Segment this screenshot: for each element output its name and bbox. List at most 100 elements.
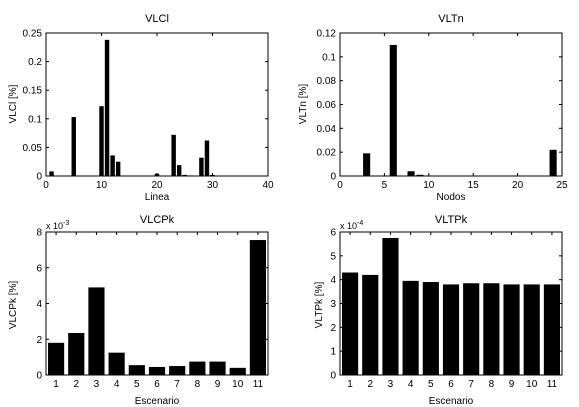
panel-vltpk: VLTPk Escenario VLTPk [%] x 10-4 0123456…: [314, 214, 563, 407]
y-tick-label: 6: [330, 228, 336, 239]
x-tick-label: 11: [253, 379, 264, 390]
x-tick-label: 6: [448, 379, 454, 390]
bar: [229, 367, 246, 375]
bar: [99, 106, 104, 176]
x-tick-label: 0: [43, 180, 49, 191]
x-tick-label: 40: [262, 180, 274, 191]
y-tick-label: 0.08: [317, 76, 337, 87]
bars: [363, 44, 557, 176]
y-axis-label: VLCl [%]: [8, 84, 19, 123]
x-tick-label: 11: [547, 379, 558, 390]
bar: [49, 171, 54, 176]
panel-vlcl: VLCl Linea VLCl [%] 0 0.05 0.1 0.15 0.2 0.25 0…: [8, 13, 274, 203]
y-tick-label: 0.06: [317, 100, 337, 111]
panel-title: VLCPk: [140, 214, 175, 226]
bar: [115, 161, 121, 176]
y-tick-label: 0.05: [23, 143, 43, 154]
panel-title: VLCl: [145, 13, 169, 25]
bar: [416, 174, 424, 176]
bars: [342, 237, 560, 375]
panel-vltn: VLTn Nodos VLTn [%] 0 0.02 0.04 0.06 0.08 0.1…: [298, 13, 568, 203]
plot-frame: [45, 231, 269, 376]
bar: [382, 237, 399, 375]
exponent-power: -4: [357, 220, 363, 227]
y-tick-label: 4: [36, 299, 42, 310]
bar: [503, 284, 520, 375]
y-tick-label: 5: [330, 251, 336, 262]
x-tick-label: 4: [114, 379, 120, 390]
x-tick-label: 6: [154, 379, 160, 390]
y-tick-label: 0: [36, 371, 42, 382]
x-tick-label: 2: [73, 379, 79, 390]
x-tick-label: 9: [509, 379, 515, 390]
y-axis-label: VLTPk [%]: [314, 282, 325, 329]
y-tick-label: 0.25: [23, 29, 43, 40]
x-tick-label: 10: [96, 180, 108, 191]
exponent-base: x 10: [340, 221, 357, 231]
y-exponent-label: x 10-3: [46, 220, 69, 231]
y-tick-label: 0.1: [322, 52, 336, 63]
x-tick-label: 1: [347, 379, 353, 390]
y-tick-label: 1: [330, 347, 336, 358]
x-tick-label: 3: [388, 379, 394, 390]
y-tick-label: 0: [36, 172, 42, 183]
bar: [422, 282, 439, 375]
bar: [483, 283, 500, 375]
x-tick-label: 2: [367, 379, 373, 390]
bar: [68, 332, 85, 375]
plot-frame: [45, 32, 269, 177]
x-tick-label: 3: [94, 379, 100, 390]
x-tick-label: 1: [53, 379, 59, 390]
x-tick-label: 5: [134, 379, 140, 390]
x-tick-label: 8: [489, 379, 495, 390]
ticks: 0 0.02 0.04 0.06 0.08 0.1 0.12 0 5 10 15 20 25: [317, 29, 568, 192]
x-tick-label: 25: [556, 180, 568, 191]
panel-title: VLTn: [438, 13, 463, 25]
bar: [362, 274, 379, 375]
bar: [189, 361, 206, 375]
bar: [389, 44, 397, 176]
y-tick-label: 0.02: [317, 148, 337, 159]
bars: [48, 240, 266, 375]
plot-frame: [339, 231, 563, 376]
bar: [171, 134, 176, 176]
y-tick-label: 8: [36, 228, 42, 239]
y-axis-label: VLCPk [%]: [8, 281, 19, 330]
bar: [204, 140, 210, 176]
x-axis-label: Linea: [145, 192, 170, 203]
panel-vlcpk: VLCPk Escenario VLCPk [%] x 10-3 0 2 4 6 8 1 2…: [8, 214, 269, 407]
x-tick-label: 20: [512, 180, 524, 191]
bar: [342, 272, 359, 375]
bar: [549, 149, 557, 176]
y-tick-label: 0: [330, 371, 336, 382]
y-tick-label: 0.04: [317, 124, 337, 135]
bar: [88, 287, 105, 375]
bar: [48, 342, 65, 375]
bar: [249, 240, 266, 375]
y-tick-label: 0.1: [28, 114, 42, 125]
x-tick-label: 7: [174, 379, 180, 390]
bar: [176, 165, 182, 176]
bar: [182, 174, 187, 176]
x-tick-label: 5: [428, 379, 434, 390]
bar: [169, 366, 186, 375]
y-tick-label: 2: [330, 323, 336, 334]
exponent-base: x 10: [46, 221, 63, 231]
x-tick-label: 4: [408, 379, 414, 390]
x-tick-label: 5: [382, 180, 388, 191]
exponent-power: -3: [63, 220, 69, 227]
y-axis-label: VLTn [%]: [298, 84, 309, 125]
bar: [363, 153, 371, 176]
x-tick-label: 10: [526, 379, 538, 390]
bar: [543, 284, 560, 375]
y-tick-label: 4: [330, 275, 336, 286]
bar: [71, 117, 76, 176]
bar: [110, 155, 115, 176]
panel-title: VLTPk: [435, 214, 468, 226]
x-tick-label: 0: [337, 180, 343, 191]
y-tick-label: 0.12: [317, 29, 337, 40]
x-tick-label: 20: [151, 180, 163, 191]
x-axis-label: Escenario: [429, 396, 474, 407]
bar: [523, 284, 540, 375]
